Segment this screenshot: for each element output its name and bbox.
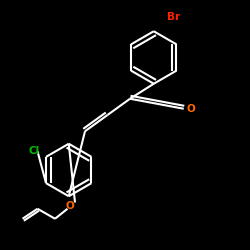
Text: O: O	[186, 104, 195, 114]
Text: Cl: Cl	[29, 146, 40, 156]
Text: Br: Br	[168, 12, 180, 22]
Text: O: O	[66, 201, 74, 211]
